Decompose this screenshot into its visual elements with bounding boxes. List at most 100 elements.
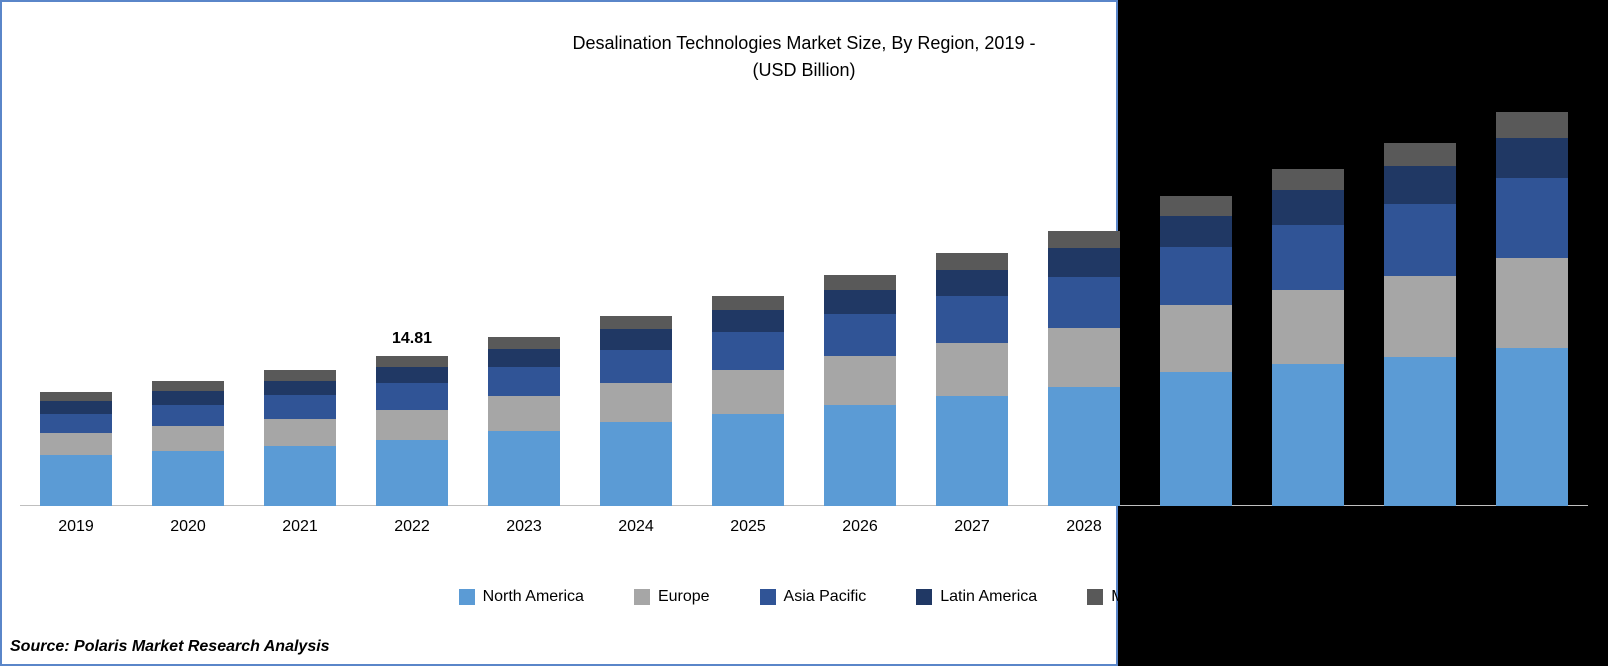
x-label-2021: 2021 bbox=[264, 518, 336, 536]
legend-label: Asia Pacific bbox=[784, 588, 867, 606]
segment-europe bbox=[1496, 258, 1568, 347]
segment-europe bbox=[488, 396, 560, 431]
segment-north-america bbox=[712, 414, 784, 506]
segment-asia-pacific bbox=[376, 383, 448, 409]
segment-north-america bbox=[824, 405, 896, 507]
segment-latin-america bbox=[824, 290, 896, 314]
segment-latin-america bbox=[1272, 190, 1344, 225]
legend-item-north-america: North America bbox=[459, 588, 584, 606]
x-label-2026: 2026 bbox=[824, 518, 896, 536]
bar-2029 bbox=[1160, 196, 1232, 506]
segment-latin-america bbox=[264, 381, 336, 395]
segment-middle-east bbox=[824, 275, 896, 290]
segment-middle-east bbox=[488, 337, 560, 349]
x-axis-baseline bbox=[20, 505, 1588, 506]
segment-asia-pacific bbox=[1272, 225, 1344, 290]
bar-2032 bbox=[1496, 112, 1568, 506]
bar-2021 bbox=[264, 370, 336, 506]
x-label-2028: 2028 bbox=[1048, 518, 1120, 536]
segment-europe bbox=[1048, 328, 1120, 387]
segment-north-america bbox=[376, 440, 448, 506]
segment-asia-pacific bbox=[824, 314, 896, 356]
legend: North America Europe Asia Pacific Latin Ame… bbox=[0, 588, 1608, 606]
source-text: Source: Polaris Market Research Analysis bbox=[10, 638, 330, 656]
bar-value-label: 14.81 bbox=[366, 330, 458, 348]
segment-latin-america bbox=[1384, 166, 1456, 204]
bar-2031 bbox=[1384, 143, 1456, 506]
segment-middle-east bbox=[1272, 169, 1344, 190]
segment-asia-pacific bbox=[488, 367, 560, 396]
segment-north-america bbox=[264, 446, 336, 506]
segment-north-america bbox=[488, 431, 560, 506]
segment-north-america bbox=[1272, 364, 1344, 506]
segment-north-america bbox=[1496, 348, 1568, 506]
segment-north-america bbox=[1048, 387, 1120, 506]
bar-2026 bbox=[824, 275, 896, 506]
legend-item-middle-east: Middl bbox=[1087, 588, 1149, 606]
segment-north-america bbox=[936, 396, 1008, 506]
x-label-2027: 2027 bbox=[936, 518, 1008, 536]
legend-label: Latin America bbox=[940, 588, 1037, 606]
segment-europe bbox=[40, 433, 112, 455]
segment-latin-america bbox=[1496, 138, 1568, 179]
plot-area: 201920202021202214.812023202420252026202… bbox=[20, 100, 1588, 506]
segment-middle-east bbox=[1496, 112, 1568, 137]
segment-middle-east bbox=[1384, 143, 1456, 166]
x-label-2023: 2023 bbox=[488, 518, 560, 536]
legend-swatch bbox=[1087, 589, 1103, 605]
legend-label: Middl bbox=[1111, 588, 1149, 606]
legend-swatch bbox=[459, 589, 475, 605]
segment-europe bbox=[936, 343, 1008, 397]
segment-latin-america bbox=[1048, 248, 1120, 276]
x-label-2022: 2022 bbox=[376, 518, 448, 536]
segment-asia-pacific bbox=[1048, 277, 1120, 329]
x-label-2020: 2020 bbox=[152, 518, 224, 536]
segment-latin-america bbox=[936, 270, 1008, 296]
segment-europe bbox=[712, 370, 784, 414]
segment-europe bbox=[376, 410, 448, 440]
x-label-2024: 2024 bbox=[600, 518, 672, 536]
legend-item-latin-america: Latin America bbox=[916, 588, 1037, 606]
segment-middle-east bbox=[936, 253, 1008, 269]
segment-latin-america bbox=[40, 401, 112, 413]
segment-middle-east bbox=[264, 370, 336, 381]
chart-title-line2: (USD Billion) bbox=[752, 60, 855, 80]
segment-north-america bbox=[1384, 357, 1456, 506]
segment-north-america bbox=[600, 422, 672, 506]
bar-2020 bbox=[152, 381, 224, 506]
segment-asia-pacific bbox=[936, 296, 1008, 343]
segment-asia-pacific bbox=[712, 332, 784, 370]
legend-label: Europe bbox=[658, 588, 710, 606]
segment-asia-pacific bbox=[1160, 247, 1232, 305]
segment-europe bbox=[824, 356, 896, 405]
segment-north-america bbox=[1160, 372, 1232, 506]
segment-asia-pacific bbox=[152, 405, 224, 426]
x-label-2019: 2019 bbox=[40, 518, 112, 536]
bar-2030 bbox=[1272, 169, 1344, 506]
segment-europe bbox=[1272, 290, 1344, 364]
segment-latin-america bbox=[488, 349, 560, 367]
bar-2027 bbox=[936, 253, 1008, 506]
legend-swatch bbox=[634, 589, 650, 605]
segment-latin-america bbox=[376, 367, 448, 383]
segment-middle-east bbox=[1048, 231, 1120, 248]
legend-swatch bbox=[760, 589, 776, 605]
segment-europe bbox=[1384, 276, 1456, 357]
bar-2025 bbox=[712, 296, 784, 506]
legend-label: North America bbox=[483, 588, 584, 606]
segment-latin-america bbox=[600, 329, 672, 349]
segment-asia-pacific bbox=[1496, 178, 1568, 258]
x-label-2025: 2025 bbox=[712, 518, 784, 536]
legend-item-asia-pacific: Asia Pacific bbox=[760, 588, 867, 606]
segment-europe bbox=[264, 419, 336, 446]
chart-frame: Desalination Technologies Market Size, B… bbox=[0, 0, 1608, 666]
bar-2028 bbox=[1048, 231, 1120, 506]
segment-asia-pacific bbox=[1384, 204, 1456, 276]
segment-middle-east bbox=[376, 356, 448, 367]
segment-latin-america bbox=[152, 391, 224, 404]
bar-2022 bbox=[376, 356, 448, 506]
segment-europe bbox=[1160, 305, 1232, 372]
segment-middle-east bbox=[1160, 196, 1232, 215]
legend-item-europe: Europe bbox=[634, 588, 710, 606]
segment-north-america bbox=[152, 451, 224, 506]
